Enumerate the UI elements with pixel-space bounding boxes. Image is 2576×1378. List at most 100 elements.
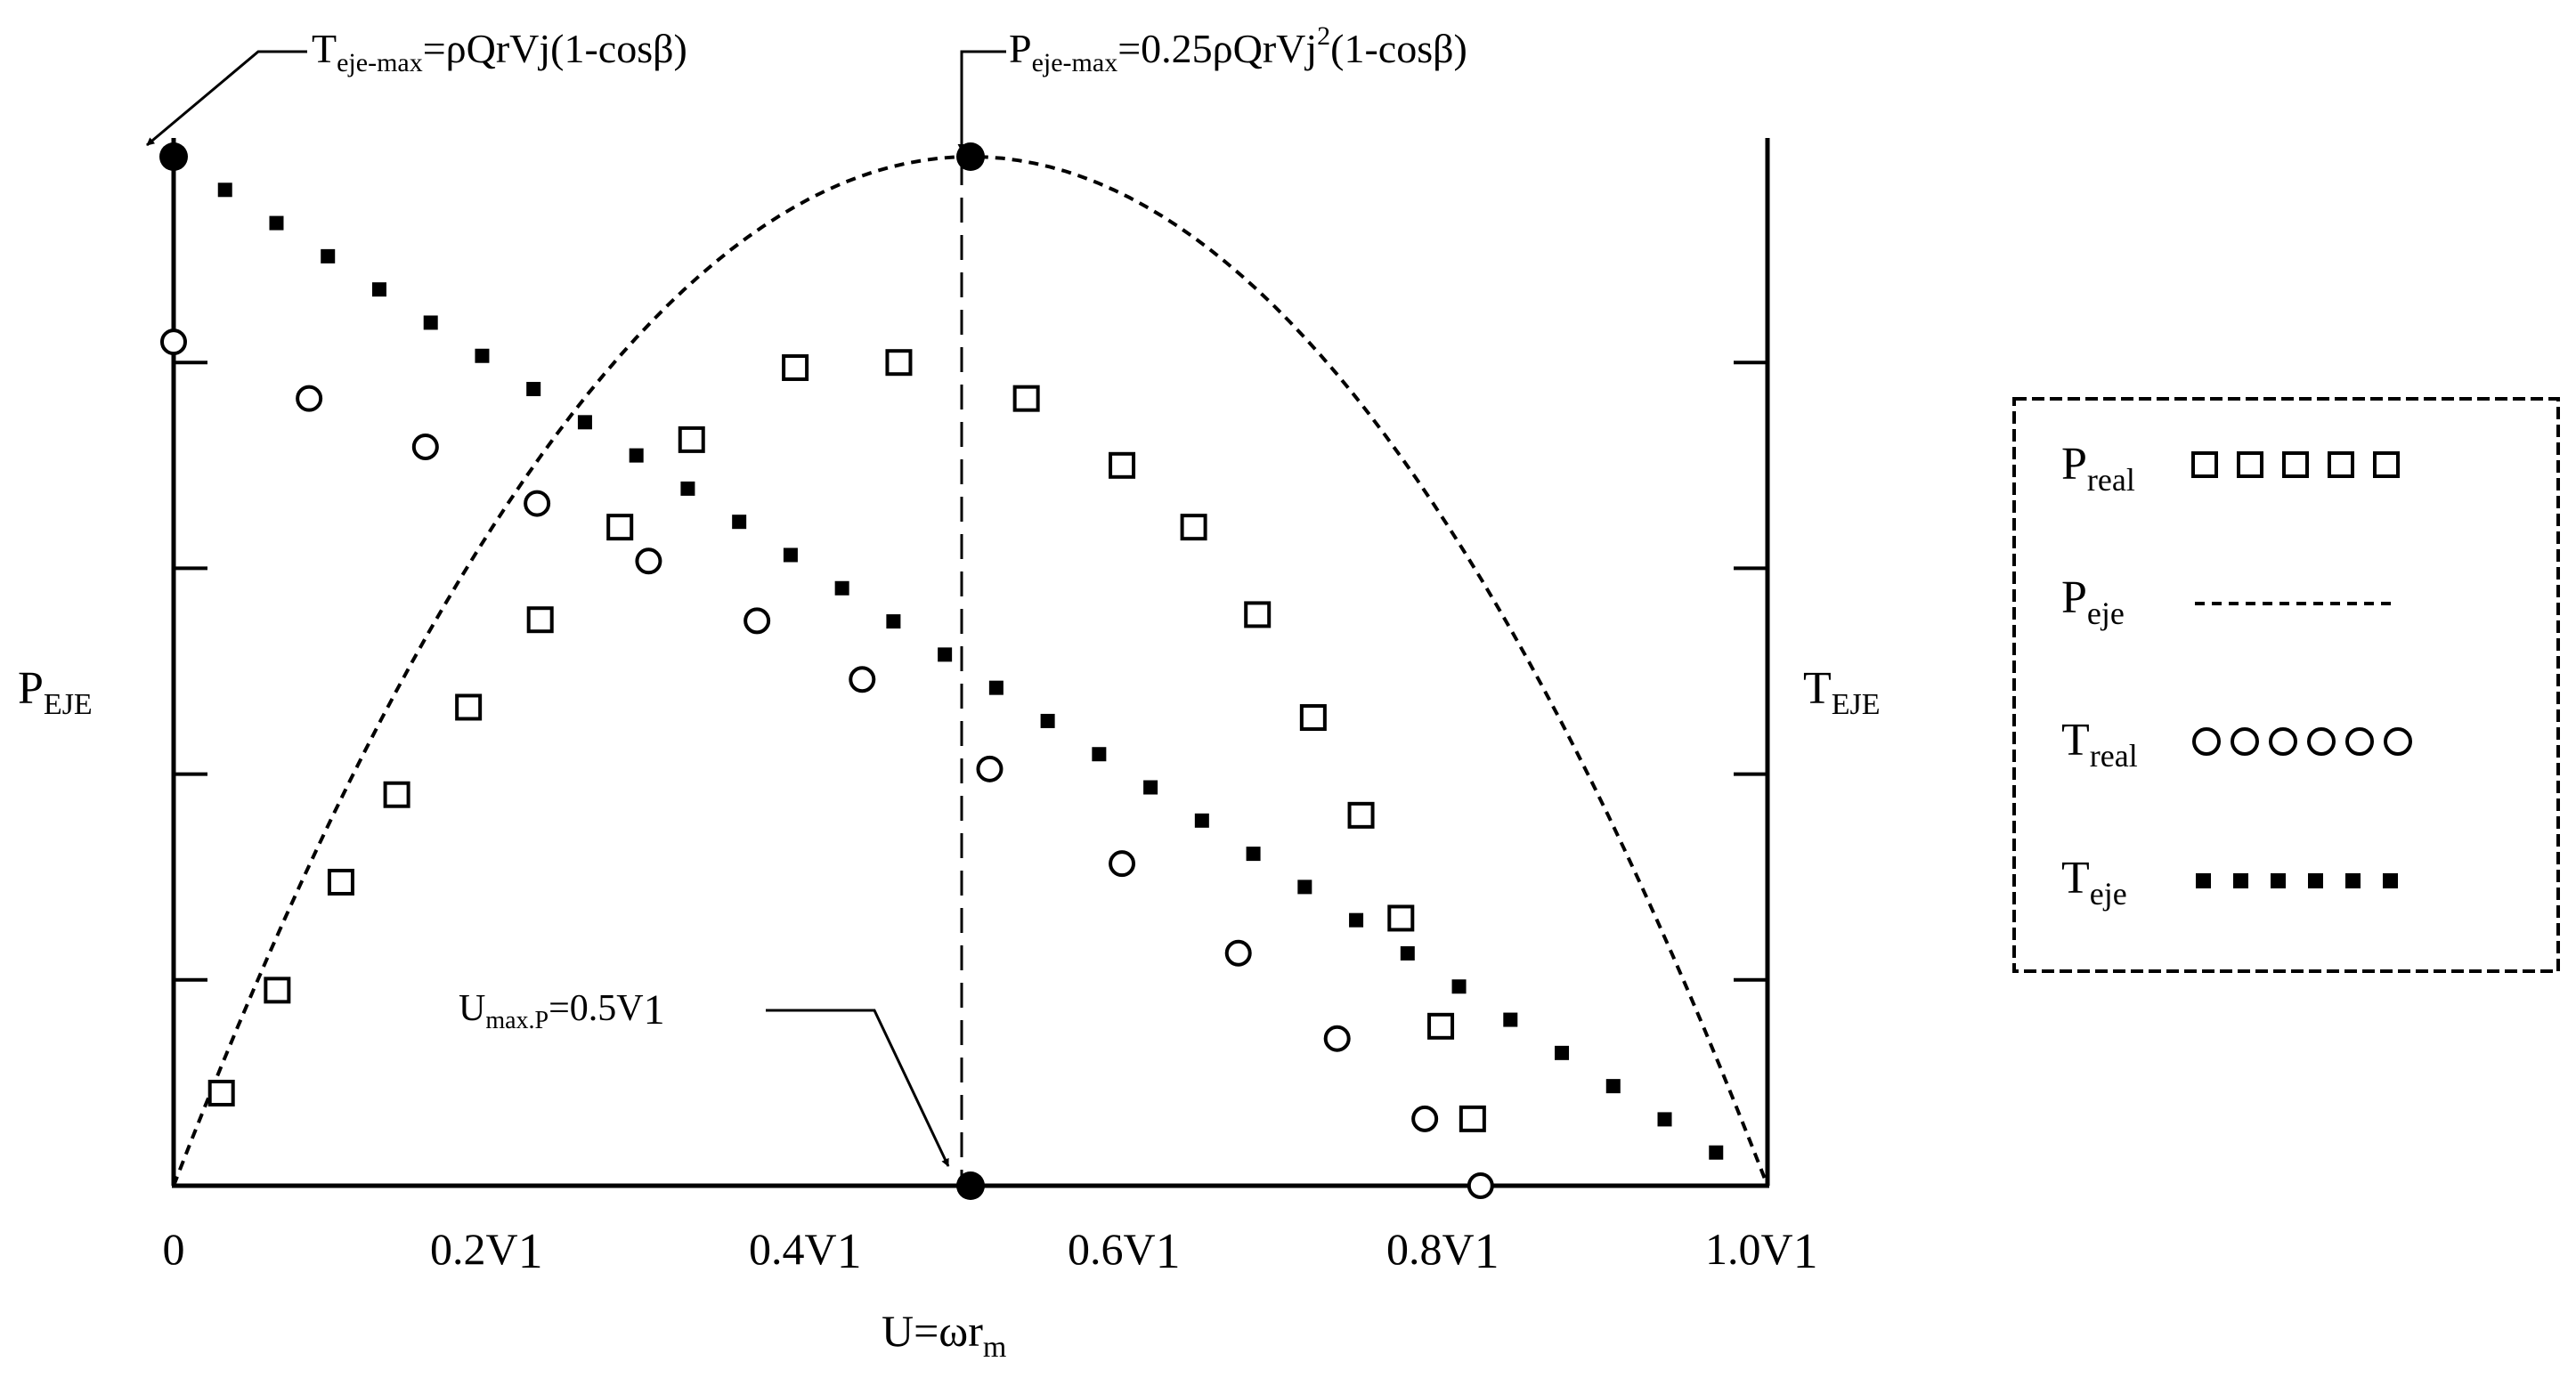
t-eje-dot bbox=[938, 647, 953, 662]
legend-swatch-p-real bbox=[2237, 451, 2263, 478]
legend-swatch-p-real bbox=[2328, 451, 2354, 478]
legend-swatch-t-eje bbox=[2308, 873, 2323, 888]
t-eje-dot bbox=[680, 481, 695, 496]
t-eje-dot bbox=[1092, 747, 1107, 762]
legend-label-p-eje: Peje bbox=[2061, 572, 2125, 631]
t-eje-dot bbox=[1040, 713, 1055, 728]
t-eje-dot bbox=[1605, 1079, 1621, 1094]
t-real-marker bbox=[524, 490, 551, 517]
p-real-marker bbox=[526, 606, 554, 634]
p-real-marker bbox=[264, 977, 291, 1004]
legend-label-t-eje: Teje bbox=[2061, 853, 2127, 912]
t-eje-dot bbox=[423, 315, 438, 330]
u-max-arrow bbox=[766, 1009, 950, 1167]
t-real-marker bbox=[1109, 850, 1136, 878]
p-real-marker bbox=[1180, 514, 1207, 541]
t-eje-dot bbox=[783, 547, 798, 563]
t-real-marker bbox=[296, 385, 323, 412]
x-tick-label: 0.6V1 bbox=[1068, 1224, 1181, 1279]
p-real-marker bbox=[1012, 385, 1040, 412]
t-eje-dot bbox=[988, 680, 1004, 695]
x-tick-label: 1.0V1 bbox=[1705, 1224, 1818, 1279]
t-eje-dot bbox=[629, 448, 644, 463]
t-eje-dot bbox=[1246, 847, 1261, 862]
t-eje-dot bbox=[1400, 945, 1415, 961]
t-eje-dot bbox=[1555, 1045, 1570, 1060]
p-real-marker bbox=[1347, 801, 1375, 829]
legend-swatch-p-real bbox=[2282, 451, 2309, 478]
key-point-t-eje-max bbox=[159, 142, 188, 171]
p-real-marker bbox=[455, 693, 483, 721]
p-real-marker bbox=[1109, 451, 1136, 479]
p-real-marker bbox=[678, 426, 705, 453]
t-eje-dot bbox=[1451, 979, 1467, 994]
t-eje-dot bbox=[886, 614, 901, 629]
t-eje-dot bbox=[1297, 879, 1312, 895]
p-real-marker bbox=[383, 781, 410, 808]
legend-box bbox=[2012, 397, 2560, 973]
p-real-marker bbox=[1299, 704, 1327, 732]
legend-swatch-t-eje bbox=[2383, 873, 2398, 888]
t-eje-dot bbox=[269, 215, 284, 231]
p-real-marker bbox=[1244, 601, 1272, 628]
legend-swatch-t-real bbox=[2345, 727, 2374, 756]
t-eje-dot bbox=[1503, 1012, 1518, 1027]
y-axis-left-title: PEJE bbox=[18, 663, 93, 721]
legend-swatch-t-real bbox=[2384, 727, 2412, 756]
p-real-marker bbox=[1459, 1105, 1486, 1132]
legend-swatch-t-real bbox=[2269, 727, 2297, 756]
legend-label-p-real: Preal bbox=[2061, 439, 2135, 498]
legend-swatch-p-real bbox=[2373, 451, 2400, 478]
legend-swatch-p-real bbox=[2191, 451, 2218, 478]
t-real-marker bbox=[1224, 939, 1252, 967]
x-axis-title: U=ωrm bbox=[882, 1306, 1006, 1364]
legend-swatch-t-eje bbox=[2345, 873, 2361, 888]
legend-swatch-t-eje bbox=[2271, 873, 2286, 888]
t-real-marker bbox=[744, 607, 771, 635]
p-real-marker bbox=[1387, 904, 1415, 932]
p-real-marker bbox=[782, 353, 809, 381]
legend-swatch-t-eje bbox=[2196, 873, 2211, 888]
p-real-marker bbox=[1427, 1012, 1455, 1040]
p-real-marker bbox=[885, 349, 913, 377]
t-max-annotation: Teje-max=ρQrVj(1-cosβ) bbox=[312, 26, 687, 77]
t-real-marker bbox=[976, 755, 1004, 782]
x-tick-label: 0.2V1 bbox=[430, 1224, 543, 1279]
p-real-marker bbox=[207, 1079, 235, 1106]
t-real-marker bbox=[849, 666, 876, 693]
legend-swatch-t-eje bbox=[2233, 873, 2248, 888]
t-real-marker bbox=[635, 547, 662, 575]
t-eje-dot bbox=[732, 515, 747, 530]
t-eje-dot bbox=[1194, 813, 1209, 828]
t-eje-dot bbox=[577, 415, 592, 430]
t-eje-dot bbox=[371, 282, 386, 297]
t-max-arrow bbox=[146, 50, 307, 147]
key-point-u-max-p bbox=[956, 1171, 985, 1200]
t-eje-dot bbox=[1143, 780, 1158, 795]
t-eje-dot bbox=[321, 248, 336, 263]
p-real-marker bbox=[606, 514, 634, 541]
t-eje-dot bbox=[1709, 1145, 1724, 1160]
t-real-marker bbox=[1411, 1105, 1439, 1132]
t-eje-dot bbox=[1349, 912, 1364, 928]
p-eje-curve bbox=[172, 154, 1769, 1187]
t-real-marker bbox=[1323, 1025, 1351, 1052]
x-tick-label: 0 bbox=[163, 1224, 185, 1274]
t-eje-dot bbox=[834, 580, 849, 596]
u-max-annotation: Umax.P=0.5V1 bbox=[459, 986, 665, 1034]
legend-swatch-t-real bbox=[2307, 727, 2336, 756]
y-axis-right-title: TEJE bbox=[1803, 663, 1881, 721]
legend: Preal Peje Treal Teje bbox=[2012, 397, 2560, 973]
t-eje-dot bbox=[526, 382, 541, 397]
t-real-marker bbox=[1467, 1172, 1494, 1199]
p-real-marker bbox=[327, 868, 354, 896]
t-real-marker bbox=[160, 328, 187, 356]
x-tick-label: 0.4V1 bbox=[749, 1224, 862, 1279]
p-max-annotation: Peje-max=0.25ρQrVj2(1-cosβ) bbox=[1009, 21, 1467, 77]
t-eje-dot bbox=[1657, 1112, 1672, 1127]
legend-swatch-t-real bbox=[2231, 727, 2259, 756]
t-eje-dot bbox=[475, 348, 490, 363]
legend-label-t-real: Treal bbox=[2061, 715, 2138, 774]
x-tick-label: 0.8V1 bbox=[1386, 1224, 1499, 1279]
